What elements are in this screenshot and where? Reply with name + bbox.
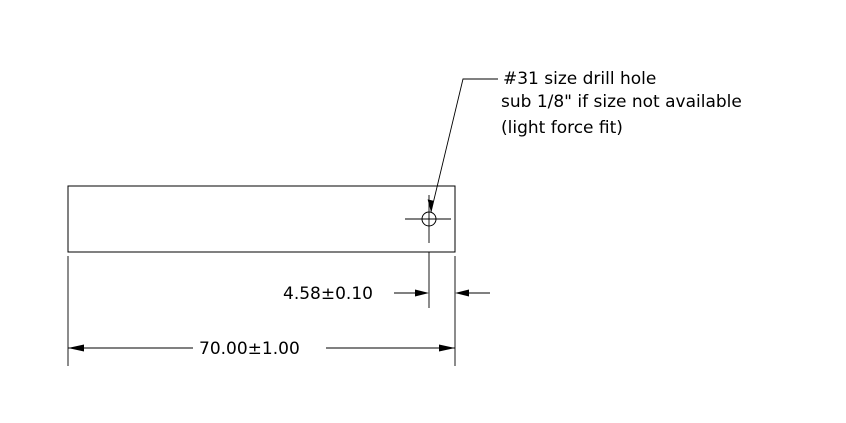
overall-length-label: 70.00±1.00 — [199, 339, 300, 359]
part-outline — [67, 185, 456, 253]
note-line-2: sub 1/8" if size not available — [501, 92, 742, 112]
hole-offset-dimension — [394, 289, 490, 297]
drill-hole — [405, 195, 451, 243]
note-leader — [427, 78, 498, 213]
note-line-3: (light force fit) — [501, 118, 623, 138]
note-line-1: #31 size drill hole — [503, 69, 656, 89]
hole-offset-label: 4.58±0.10 — [283, 284, 373, 304]
overall-length-dimension — [68, 344, 455, 352]
